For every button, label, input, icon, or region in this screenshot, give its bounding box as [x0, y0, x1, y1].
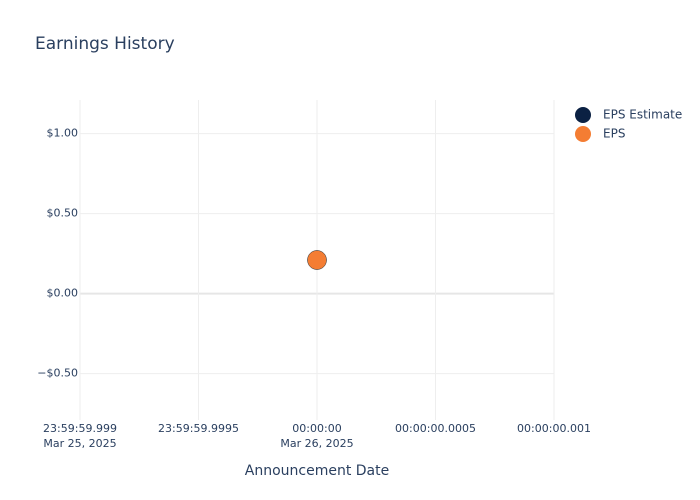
- x-tick-label-line: Mar 26, 2025: [280, 437, 353, 450]
- chart-title: Earnings History: [35, 34, 175, 54]
- x-tick-label: 00:00:00.001: [517, 422, 591, 435]
- x-tick-label: 00:00:00 Mar 26, 2025: [280, 422, 353, 450]
- x-tick-label-line: 00:00:00.001: [517, 422, 591, 435]
- x-tick-label-line: 23:59:59.999: [43, 422, 117, 435]
- legend-marker: [575, 126, 591, 142]
- y-tick-label: $0.50: [47, 207, 79, 220]
- x-tick-label: 00:00:00.0005: [395, 422, 476, 435]
- x-tick-label-line: 00:00:00: [292, 422, 341, 435]
- x-tick-label: 23:59:59.9995: [158, 422, 239, 435]
- legend-marker: [575, 107, 591, 123]
- y-tick-label: $1.00: [47, 127, 79, 140]
- x-tick-label: 23:59:59.999 Mar 25, 2025: [43, 422, 117, 450]
- point: [307, 250, 327, 270]
- x-axis-title: Announcement Date: [245, 463, 389, 479]
- x-tick-label-line: Mar 25, 2025: [43, 437, 116, 450]
- x-tick-label-line: 23:59:59.9995: [158, 422, 239, 435]
- y-tick-label: $0.00: [47, 287, 79, 300]
- x-tick-label-line: 00:00:00.0005: [395, 422, 476, 435]
- legend-label: EPS Estimate: [603, 108, 682, 122]
- y-tick-label: −$0.50: [37, 367, 78, 380]
- legend-label: EPS: [603, 127, 625, 141]
